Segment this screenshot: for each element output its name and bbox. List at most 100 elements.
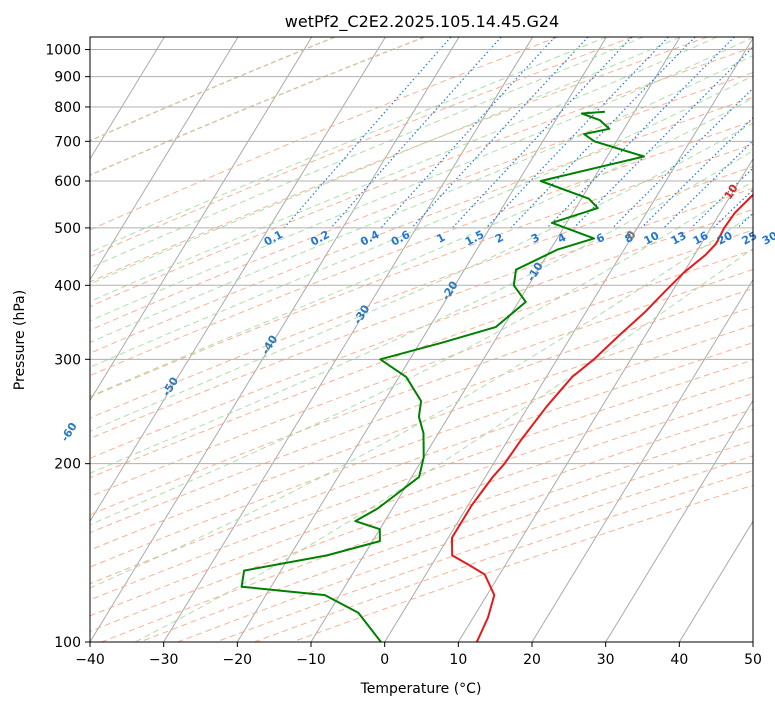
y-tick-label: 1000	[45, 43, 81, 59]
mixing-ratio-label: 0.6	[389, 228, 413, 249]
dry-adiabat-line	[90, 37, 559, 231]
dry-adiabat-line	[292, 484, 753, 642]
x-tick-label: −10	[296, 652, 326, 668]
isotherm-label: -50	[160, 374, 182, 398]
mixing-ratio-line	[712, 188, 753, 229]
y-tick-label: 700	[54, 134, 81, 150]
isotherm-line	[531, 278, 753, 642]
y-tick-label: 600	[54, 174, 81, 190]
mixing-ratio-line	[330, 37, 502, 229]
dry-adiabat-line	[90, 187, 753, 440]
mixing-ratio-line	[573, 46, 753, 229]
dry-adiabat-line	[90, 306, 753, 551]
dry-adiabat-line	[139, 424, 753, 642]
mixing-ratio-label: 13	[669, 229, 689, 248]
theta-e-line	[90, 37, 336, 142]
dry-adiabat-line	[90, 166, 753, 419]
mixing-ratio-label: 1.5	[463, 228, 486, 249]
isotherm-line	[605, 399, 753, 642]
y-tick-label: 500	[54, 221, 81, 237]
line-labels: 0.10.20.40.611.52346810131620253036-100-…	[58, 182, 775, 444]
mixing-ratio-label: 25	[740, 229, 760, 248]
dry-adiabat-line	[90, 143, 753, 398]
plot-frame	[89, 36, 754, 643]
dry-adiabat-line	[90, 376, 753, 617]
dry-adiabat-line	[101, 408, 753, 642]
isotherm-line	[90, 37, 313, 402]
mixing-ratio-line	[485, 37, 669, 229]
isotherm-line	[236, 37, 607, 642]
dry-adiabat-line	[90, 268, 753, 516]
isotherm-line	[457, 157, 753, 642]
dry-adiabat-line	[90, 392, 753, 632]
mixing-ratio-label: 2	[493, 231, 506, 246]
isotherm-line	[163, 37, 534, 642]
dry-adiabat-line	[90, 208, 753, 459]
mixing-ratio-label: 3	[529, 231, 542, 246]
isotherm-line	[90, 37, 165, 160]
isotherm-line	[384, 37, 753, 642]
background-lines	[90, 37, 775, 642]
x-tick-label: −30	[149, 652, 179, 668]
moist-adiabat-line	[90, 37, 753, 322]
mixing-ratio-line	[762, 37, 775, 228]
dry-adiabat-line	[90, 342, 753, 585]
mixing-ratio-label: 1	[435, 231, 448, 246]
dry-adiabat-line	[90, 96, 753, 354]
profile-series	[240, 110, 753, 642]
moist-adiabat-line	[90, 37, 718, 303]
y-tick-label: 400	[54, 278, 81, 294]
isotherm-label: -60	[58, 420, 80, 444]
x-axis-title: Temperature (°C)	[360, 681, 482, 697]
moist-adiabat-line	[90, 37, 607, 254]
mixing-ratio-line	[546, 37, 735, 229]
dry-adiabat-line	[90, 359, 753, 601]
dry-adiabat-line	[90, 37, 708, 283]
mixing-ratio-label: 30	[760, 229, 775, 248]
chart-title: wetPf2_C2E2.2025.105.14.45.G24	[285, 12, 559, 32]
isotherm-label: 10	[722, 182, 741, 202]
moist-adiabat-line	[90, 55, 753, 343]
x-tick-label: 20	[523, 652, 541, 668]
y-tick-label: 300	[54, 352, 81, 368]
x-tick-label: 50	[744, 652, 762, 668]
theta-e-line	[90, 37, 425, 176]
moist-adiabat-line	[90, 122, 753, 432]
mixing-ratio-line	[380, 37, 556, 229]
y-tick-label: 800	[54, 100, 81, 116]
dry-adiabat-line	[90, 229, 753, 479]
pressure-gridlines	[90, 49, 753, 642]
mixing-ratio-line	[663, 139, 753, 229]
dry-adiabat-line	[90, 46, 753, 307]
x-tick-label: 40	[670, 652, 688, 668]
dewpoint-profile-line	[240, 110, 645, 642]
moist-adiabat-line	[90, 37, 644, 269]
dry-adiabat-line	[90, 37, 633, 257]
mixing-ratio-line	[411, 37, 589, 229]
mixing-ratio-label: 0.1	[262, 228, 285, 249]
y-axis: 100 200 300 400 500 600 700 800 900 1000	[45, 43, 90, 651]
moist-adiabat-line	[134, 247, 753, 642]
y-tick-label: 200	[54, 457, 81, 473]
mixing-ratio-label: 20	[715, 229, 735, 248]
dry-adiabat-line	[90, 249, 753, 498]
mixing-ratio-line	[451, 37, 633, 229]
isotherm-label: -40	[259, 333, 281, 357]
isotherm-line	[90, 37, 386, 523]
dry-adiabat-line	[90, 72, 753, 331]
dry-adiabat-line	[90, 120, 753, 377]
x-tick-label: −20	[223, 652, 253, 668]
x-axis: −40 −30 −20 −10 0 10 20 30 40 50	[75, 642, 762, 668]
isotherm-line	[752, 641, 753, 642]
moist-adiabat-line	[90, 97, 753, 397]
moist-adiabat-line	[90, 150, 753, 474]
mixing-ratio-line	[283, 37, 452, 229]
dry-adiabat-line	[90, 287, 753, 534]
moist-adiabat-line	[90, 75, 753, 368]
y-tick-label: 900	[54, 70, 81, 86]
x-tick-label: 30	[597, 652, 615, 668]
x-tick-label: 10	[449, 652, 467, 668]
x-tick-label: −40	[75, 652, 105, 668]
dry-adiabat-line	[90, 324, 753, 568]
